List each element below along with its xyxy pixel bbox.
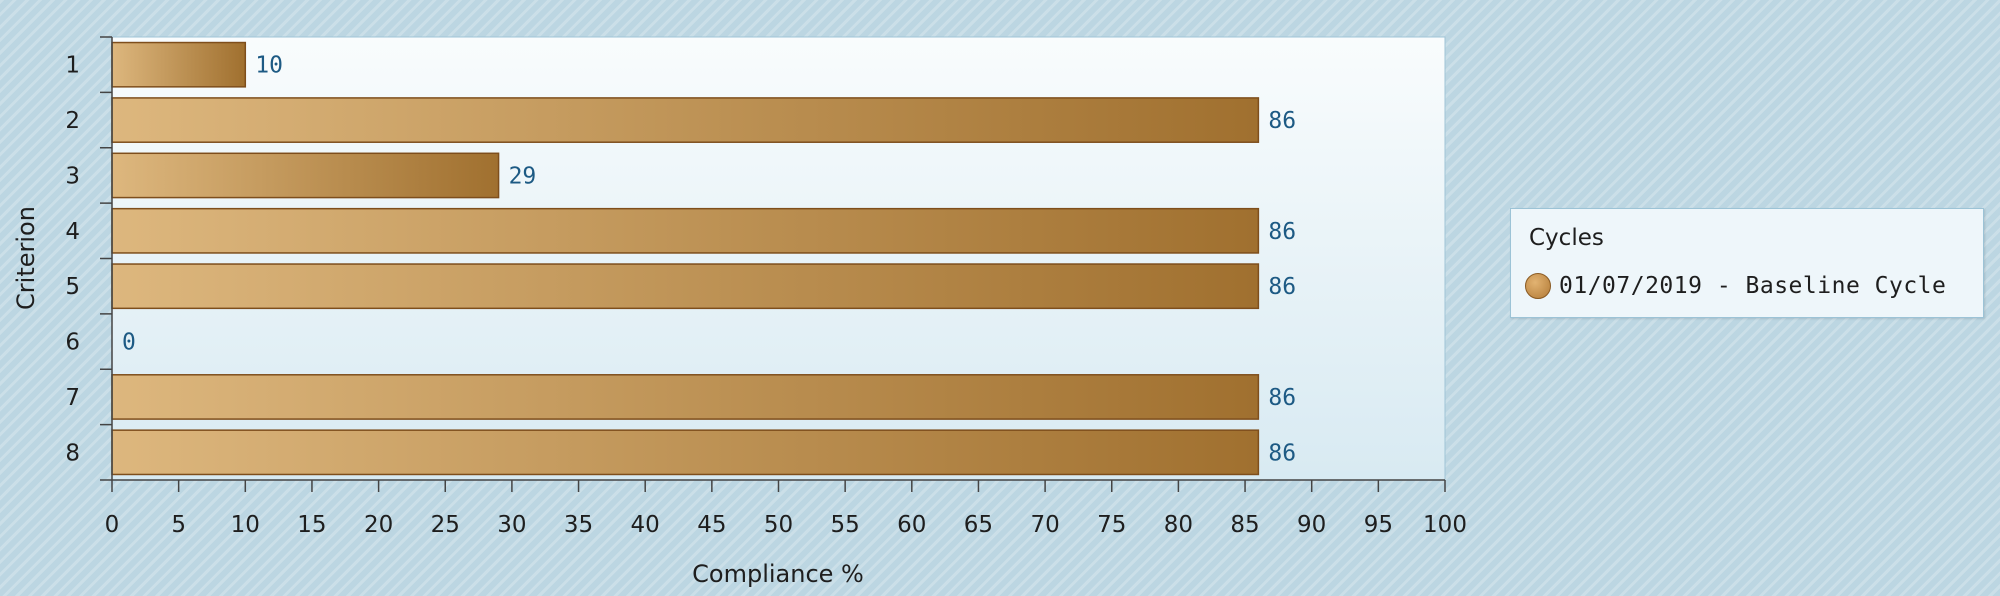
y-tick-label: 4 <box>65 219 80 245</box>
bar-criterion-2[interactable] <box>111 97 1260 143</box>
x-tick-label: 0 <box>105 512 120 538</box>
x-tick-label: 40 <box>631 512 660 538</box>
y-axis-title: Criterion <box>12 206 40 310</box>
x-tick-label: 30 <box>497 512 526 538</box>
x-tick-label: 75 <box>1097 512 1126 538</box>
x-tick-label: 90 <box>1297 512 1326 538</box>
legend-swatch-icon <box>1525 273 1551 299</box>
bar-criterion-4[interactable] <box>111 207 1260 254</box>
bar-criterion-7[interactable] <box>111 374 1260 420</box>
x-tick-label: 20 <box>364 512 393 538</box>
x-tick-label: 85 <box>1230 512 1259 538</box>
legend-item-baseline-cycle[interactable]: 01/07/2019 - Baseline Cycle <box>1525 273 1946 299</box>
x-axis-title: Compliance % <box>692 560 864 588</box>
bar-criterion-8[interactable] <box>111 429 1260 476</box>
y-tick-label: 3 <box>65 163 80 189</box>
data-label-criterion-2: 86 <box>1268 108 1296 134</box>
bar-criterion-3[interactable] <box>111 152 500 199</box>
y-tick-label: 7 <box>65 385 80 411</box>
x-tick-label: 35 <box>564 512 593 538</box>
x-tick-label: 80 <box>1164 512 1193 538</box>
x-tick-label: 65 <box>964 512 993 538</box>
x-tick-label: 25 <box>431 512 460 538</box>
bar-criterion-5[interactable] <box>111 263 1260 310</box>
x-tick-label: 5 <box>171 512 186 538</box>
legend-title: Cycles <box>1529 225 1604 251</box>
data-label-criterion-4: 86 <box>1268 219 1296 245</box>
data-label-criterion-8: 86 <box>1268 440 1296 466</box>
x-tick-label: 60 <box>897 512 926 538</box>
bar-criterion-1[interactable] <box>111 41 247 88</box>
x-tick-label: 45 <box>697 512 726 538</box>
y-tick-label: 8 <box>65 440 80 466</box>
x-tick-label: 100 <box>1423 512 1467 538</box>
x-tick-label: 70 <box>1030 512 1059 538</box>
y-tick-label: 2 <box>65 108 80 134</box>
y-tick-label: 6 <box>65 330 80 356</box>
x-tick-label: 15 <box>297 512 326 538</box>
x-tick-label: 10 <box>231 512 260 538</box>
y-tick-label: 1 <box>65 53 80 79</box>
data-label-criterion-5: 86 <box>1268 274 1296 300</box>
y-tick-label: 5 <box>65 274 80 300</box>
x-tick-label: 95 <box>1364 512 1393 538</box>
data-label-criterion-1: 10 <box>255 53 283 79</box>
legend: Cycles 01/07/2019 - Baseline Cycle <box>1510 208 1984 318</box>
data-label-criterion-3: 29 <box>509 163 537 189</box>
legend-item-label: 01/07/2019 - Baseline Cycle <box>1559 273 1947 299</box>
data-label-criterion-6: 0 <box>122 330 136 356</box>
x-tick-label: 55 <box>831 512 860 538</box>
data-label-criterion-7: 86 <box>1268 385 1296 411</box>
x-tick-label: 50 <box>764 512 793 538</box>
